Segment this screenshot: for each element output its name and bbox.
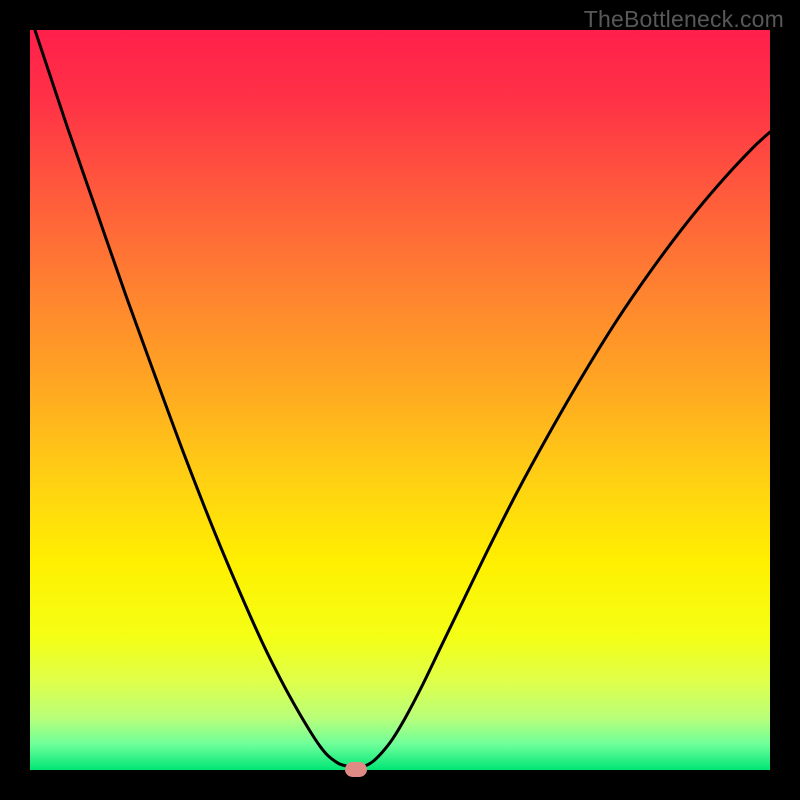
optimum-marker xyxy=(345,762,367,777)
plot-area xyxy=(30,30,770,770)
curve-svg xyxy=(30,30,770,770)
bottleneck-curve xyxy=(30,15,770,767)
attribution-label: TheBottleneck.com xyxy=(584,6,784,33)
